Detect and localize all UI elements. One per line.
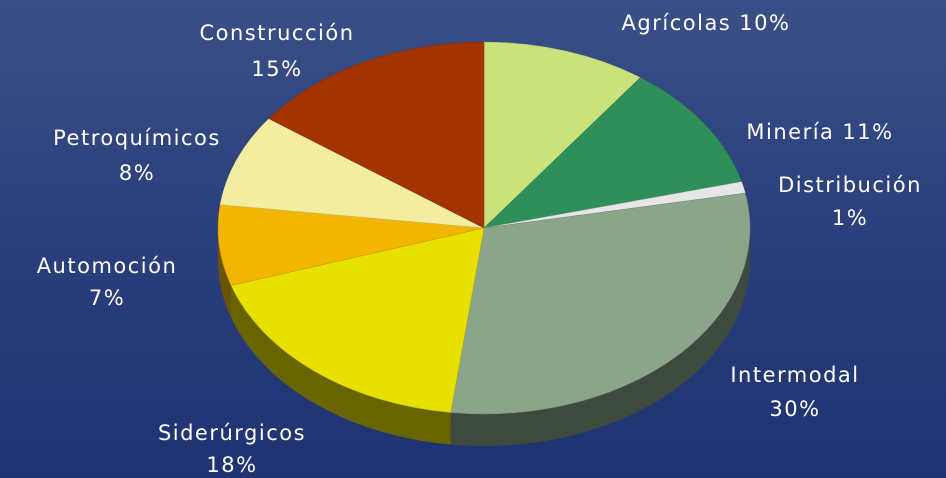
slice-side xyxy=(231,285,451,445)
value-label: 10% xyxy=(739,11,790,35)
slice-label: Petroquímicos 8% xyxy=(53,126,221,185)
pie-sides xyxy=(218,228,750,446)
slice xyxy=(230,227,485,413)
value-label: 7% xyxy=(89,286,125,310)
slice-side xyxy=(218,228,232,318)
value-label: 15% xyxy=(251,57,302,81)
category-label: Distribución xyxy=(778,173,922,197)
value-label: 30% xyxy=(769,397,820,421)
slice-label: Automoción 7% xyxy=(37,254,178,310)
category-label: Construcción xyxy=(199,21,354,45)
category-label: Intermodal xyxy=(730,363,859,387)
slice xyxy=(217,204,485,286)
value-label: 1% xyxy=(832,206,868,230)
category-label: Agrícolas xyxy=(622,11,732,35)
slice-label: Distribución 1% xyxy=(778,173,922,230)
category-label: Automoción xyxy=(37,254,178,278)
slice xyxy=(219,118,485,229)
slice xyxy=(483,41,641,229)
slice-side xyxy=(450,228,750,446)
value-label: 18% xyxy=(206,453,257,477)
category-label: Petroquímicos xyxy=(53,126,221,150)
value-label: 8% xyxy=(119,161,155,185)
slice-label: Agrícolas 10% xyxy=(622,11,791,35)
slice xyxy=(483,77,742,229)
labels: Agrícolas 10% Minería 11% Distribución 1% Inte… xyxy=(37,11,922,477)
pie-tops xyxy=(217,41,751,415)
slice-label: Construcción 15% xyxy=(199,21,354,81)
category-label: Minería xyxy=(746,120,834,144)
slice xyxy=(450,192,751,415)
slice-label: Minería 11% xyxy=(746,120,893,144)
slice xyxy=(268,41,485,229)
slice-label: Intermodal 30% xyxy=(730,363,859,421)
category-label: Siderúrgicos xyxy=(158,421,306,445)
slice-label: Siderúrgicos 18% xyxy=(158,421,306,477)
value-label: 11% xyxy=(842,120,893,144)
